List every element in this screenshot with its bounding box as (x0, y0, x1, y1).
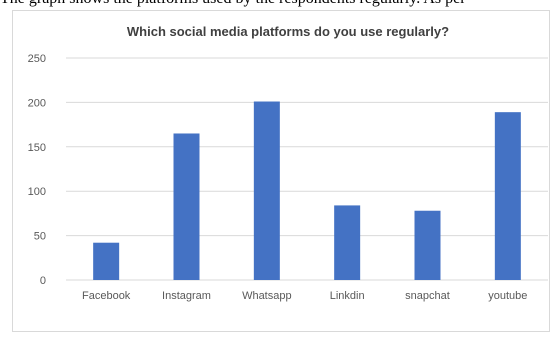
x-tick-label: Linkdin (330, 290, 365, 302)
x-axis-ticks: Facebook Instagram Whatsapp Linkdin snapchat… (82, 290, 527, 302)
y-tick-label: 150 (28, 142, 46, 154)
bar-instagram (173, 133, 200, 280)
x-tick-label: youtube (488, 290, 527, 302)
x-tick-label: Facebook (82, 290, 131, 302)
x-tick-label: Whatsapp (242, 290, 292, 302)
bar-snapchat (414, 210, 441, 280)
y-tick-label: 0 (40, 275, 46, 287)
y-tick-label: 250 (28, 53, 46, 65)
gridlines (66, 57, 548, 281)
caption-fragment-text: The graph shows the platforms used by th… (0, 0, 466, 8)
y-tick-label: 100 (28, 186, 46, 198)
bar-whatsapp (253, 101, 280, 281)
y-axis-ticks: 0 50 100 150 200 250 (28, 53, 46, 287)
bar-linkdin (334, 205, 361, 280)
x-tick-label: Instagram (162, 290, 211, 302)
caption-fragment: The graph shows the platforms used by th… (0, 0, 560, 9)
y-tick-label: 50 (34, 231, 46, 243)
x-tick-label: snapchat (405, 290, 450, 302)
bar-youtube (494, 112, 521, 280)
bars (93, 101, 521, 281)
bar-facebook (93, 242, 120, 280)
chart-title: Which social media platforms do you use … (127, 24, 449, 39)
y-tick-label: 200 (28, 97, 46, 109)
